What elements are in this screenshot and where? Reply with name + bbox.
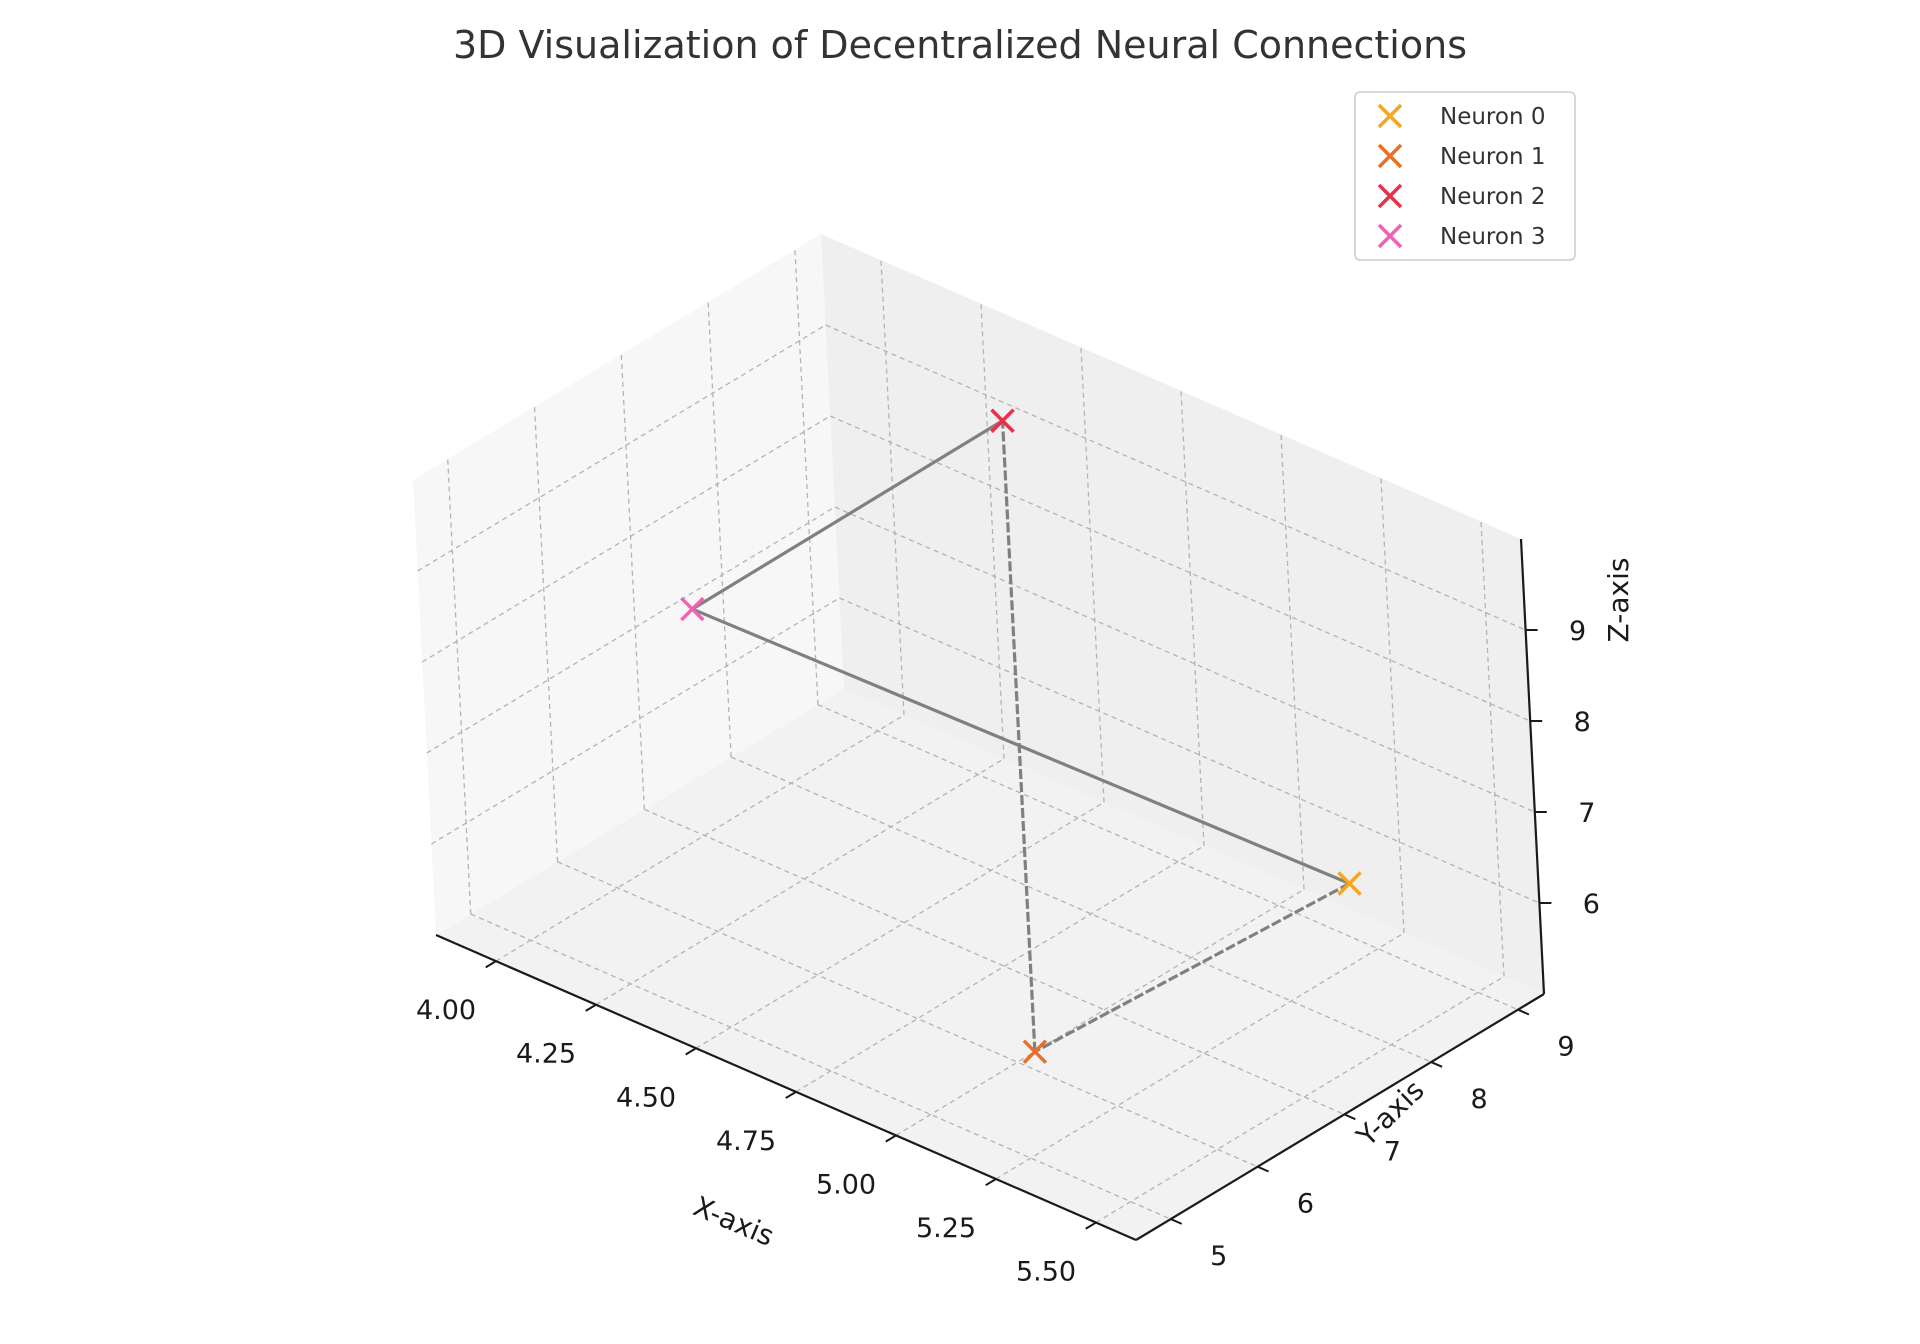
x-tick-2-label: 4.50 (616, 1082, 676, 1113)
grid-line-z-back (834, 506, 1536, 813)
x-tick-0-mark (485, 960, 497, 969)
x-axis-line (435, 933, 1137, 1242)
z-tick-1-label: 7 (1578, 798, 1595, 829)
grid-line-x-floor (495, 714, 905, 962)
y-tick-3-mark (1430, 1061, 1443, 1068)
y-tick-2-mark (1343, 1113, 1356, 1121)
grid-line-x-floor (595, 758, 1005, 1006)
grid-line-z-left (421, 415, 831, 663)
grid-line-z-left (426, 506, 836, 754)
grid-line-z-back (839, 597, 1540, 904)
z-tick-2-label: 8 (1574, 707, 1591, 738)
legend-frame (1354, 91, 1576, 261)
grid-line-x-floor (795, 845, 1205, 1093)
y-tick-4-label: 9 (1557, 1032, 1574, 1063)
grid-line-y-floor (644, 808, 1345, 1115)
y-tick-1-mark (1257, 1165, 1269, 1173)
connection-line-3 (691, 607, 1351, 885)
x-tick-4-mark (885, 1134, 897, 1143)
grid-line-z-left (431, 597, 840, 845)
grid-line-x-floor (895, 888, 1305, 1136)
axis-lines (435, 538, 1546, 1242)
y-tick-3-label: 8 (1471, 1084, 1488, 1115)
x-tick-5-label: 5.25 (916, 1213, 976, 1244)
grid-line-y-left (794, 249, 819, 705)
x-tick-5-mark (985, 1178, 997, 1187)
z-tick-0-label: 6 (1583, 889, 1600, 920)
grid-line-z-left (417, 324, 826, 572)
x-axis-label: X-axis (689, 1190, 779, 1253)
x-tick-1-label: 4.25 (516, 1039, 576, 1070)
grid-line-y-left (620, 354, 645, 810)
neuron-marker-1 (1022, 1039, 1048, 1064)
x-tick-6-mark (1085, 1221, 1097, 1230)
floor-pane (436, 689, 1544, 1240)
grid-line-y-floor (470, 913, 1171, 1220)
legend-item-2: Neuron 2 (1377, 183, 1545, 210)
axis-panes (413, 234, 1544, 1240)
legend-label-0: Neuron 0 (1440, 104, 1545, 130)
connection-line-1 (1000, 420, 1037, 1052)
grid-line-x-floor (1095, 976, 1505, 1224)
grid-line-y-left (447, 459, 472, 915)
grid-lines (417, 249, 1540, 1224)
y-tick-4-mark (1517, 1008, 1530, 1016)
legend-item-1: Neuron 1 (1377, 143, 1545, 170)
legend-item-0: Neuron 0 (1377, 103, 1545, 130)
neuron-marker-0 (1337, 871, 1362, 896)
y-axis-line (1135, 993, 1545, 1241)
grid-line-x-back (1480, 521, 1505, 977)
x-tick-2-mark (685, 1047, 697, 1056)
grid-line-y-left (707, 302, 732, 758)
y-tick-0-label: 5 (1210, 1241, 1227, 1272)
z-axis-label: Z-axis (1602, 558, 1635, 643)
x-tick-6-label: 5.50 (1016, 1257, 1076, 1288)
z-axis-line (1519, 538, 1546, 995)
connection-line-2 (691, 419, 1004, 611)
x-tick-1-mark (585, 1003, 597, 1012)
grid-line-z-back (829, 415, 1531, 722)
z-tick-3-label: 9 (1569, 616, 1586, 647)
neuron-connections (691, 419, 1351, 1054)
grid-line-x-floor (695, 801, 1105, 1049)
grid-line-y-floor (730, 756, 1432, 1063)
grid-line-y-floor (817, 704, 1519, 1011)
left-pane (413, 234, 844, 935)
grid-line-y-floor (557, 861, 1258, 1168)
legend-item-3: Neuron 3 (1377, 223, 1545, 250)
grid-line-x-back (1080, 347, 1105, 803)
neuron-marker-2 (990, 408, 1015, 433)
grid-line-x-back (1380, 477, 1405, 934)
x-tick-4-label: 5.00 (816, 1169, 876, 1200)
grid-line-x-floor (995, 932, 1405, 1180)
grid-line-x-back (1280, 434, 1305, 890)
y-tick-2-label: 7 (1384, 1136, 1401, 1167)
legend-label-1: Neuron 1 (1440, 144, 1545, 170)
y-tick-1-label: 6 (1297, 1189, 1314, 1220)
grid-line-z-back (825, 324, 1526, 631)
x-tick-3-label: 4.75 (716, 1126, 776, 1157)
grid-line-x-back (980, 303, 1005, 759)
chart-title: 3D Visualization of Decentralized Neural… (453, 23, 1467, 67)
neuron-marker-3 (680, 596, 705, 622)
legend-label-2: Neuron 2 (1440, 184, 1545, 210)
y-tick-0-mark (1170, 1218, 1183, 1225)
neuron-markers (680, 408, 1362, 1064)
grid-line-y-left (533, 406, 559, 862)
connection-line-0 (1034, 882, 1351, 1054)
legend-label-3: Neuron 3 (1440, 224, 1545, 250)
x-tick-0-label: 4.00 (416, 995, 476, 1026)
axis-ticks: 4.00 4.25 4.50 4.75 5.00 5.25 5.50 5 6 7 8 9 6 7 8 9 (416, 616, 1600, 1288)
legend: Neuron 0 Neuron 1 Neuron 2 Neuron 3 (1354, 91, 1576, 261)
grid-line-x-back (1180, 390, 1205, 846)
x-tick-3-mark (785, 1091, 797, 1099)
